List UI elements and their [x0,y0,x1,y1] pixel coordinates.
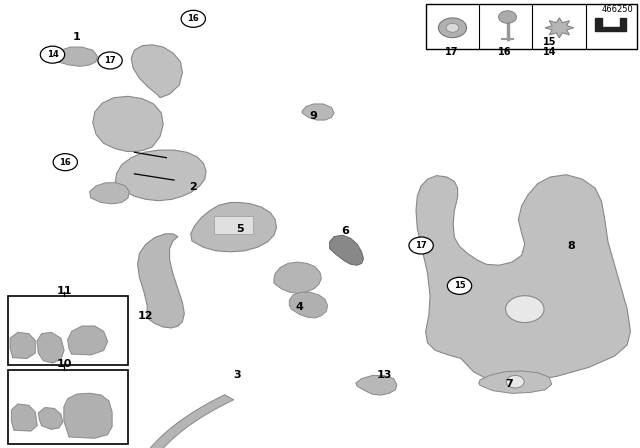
Circle shape [499,11,516,23]
Polygon shape [64,393,112,438]
Circle shape [98,52,122,69]
Bar [8,296,128,365]
Text: 8: 8 [567,241,575,250]
Text: 16: 16 [498,47,511,57]
Text: 16: 16 [188,14,199,23]
Polygon shape [131,45,182,98]
Text: 7: 7 [505,379,513,389]
Text: 14: 14 [47,50,58,59]
Circle shape [181,10,205,27]
Polygon shape [115,150,206,201]
Circle shape [506,296,544,323]
Text: 4: 4 [296,302,303,312]
Polygon shape [595,18,626,31]
Text: 466250: 466250 [602,5,634,14]
Polygon shape [90,183,129,204]
Bar [8,370,128,444]
Polygon shape [289,292,328,318]
Text: 12: 12 [138,311,154,321]
Text: 15: 15 [454,281,465,290]
Polygon shape [10,332,35,358]
Text: 10: 10 [56,359,72,369]
Polygon shape [56,47,97,66]
Polygon shape [191,202,276,252]
Polygon shape [330,235,364,265]
Text: 17: 17 [445,47,458,57]
Circle shape [506,375,524,388]
Polygon shape [302,104,334,120]
Polygon shape [12,404,37,431]
Polygon shape [416,175,630,382]
Polygon shape [274,262,321,293]
Circle shape [438,18,467,38]
Text: 5: 5 [236,224,244,234]
Bar [426,4,637,49]
Circle shape [40,46,65,63]
Text: 1: 1 [73,32,81,42]
Polygon shape [545,18,573,38]
Circle shape [447,277,472,294]
Text: 3: 3 [233,370,241,380]
Polygon shape [138,234,184,328]
Circle shape [53,154,77,171]
Polygon shape [135,395,234,448]
Text: 2: 2 [189,182,197,192]
Text: 13: 13 [376,370,392,380]
Text: 11: 11 [56,286,72,296]
Text: 6: 6 [342,226,349,236]
Text: 9: 9 [310,111,317,121]
Polygon shape [479,371,552,393]
Bar [214,216,253,234]
Polygon shape [356,375,397,395]
Text: 15: 15 [543,37,556,47]
Circle shape [409,237,433,254]
Text: 16: 16 [60,158,71,167]
Polygon shape [37,332,64,363]
Text: 17: 17 [415,241,427,250]
Text: 14: 14 [543,47,556,57]
Polygon shape [38,408,63,429]
Polygon shape [68,326,108,355]
Polygon shape [93,96,163,151]
Text: 17: 17 [104,56,116,65]
Circle shape [446,23,459,32]
